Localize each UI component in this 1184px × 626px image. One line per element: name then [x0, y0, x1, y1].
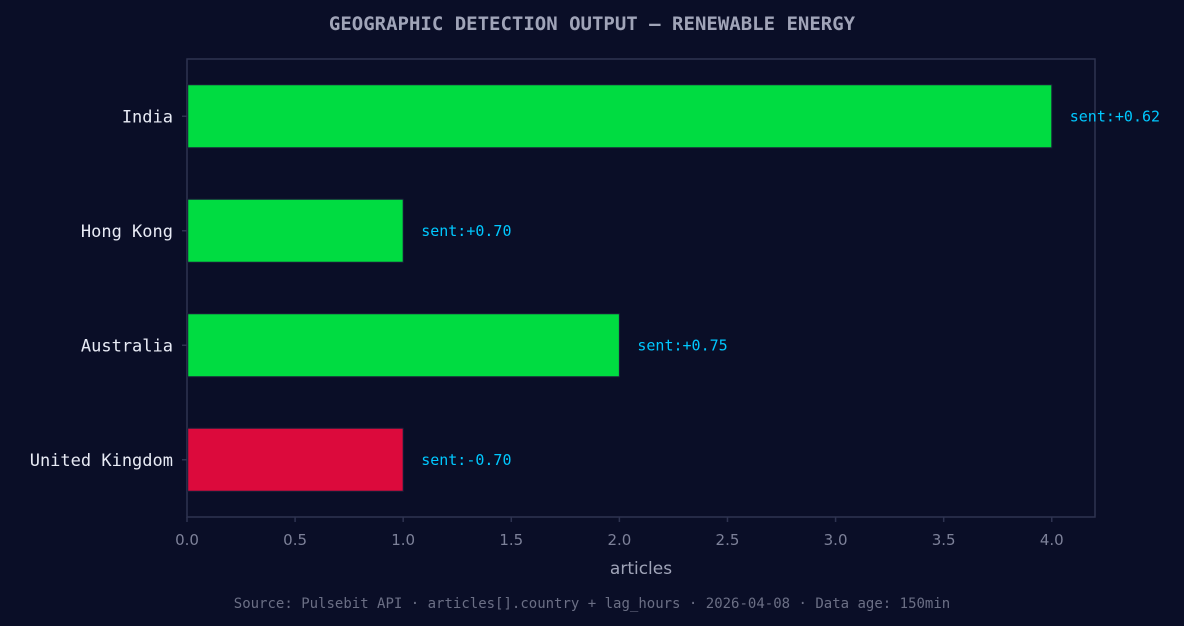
x-tick-label: 2.5	[716, 531, 740, 549]
x-axis-label: articles	[610, 559, 672, 579]
x-tick-label: 1.5	[499, 531, 523, 549]
annotations-group: sent:+0.62 sent:+0.70 sent:+0.75 sent:-0.70	[421, 107, 1160, 469]
x-tick-label: 0.5	[283, 531, 307, 549]
category-label-australia: Australia	[81, 336, 173, 356]
source-note: Source: Pulsebit API · articles[].countr…	[234, 596, 950, 612]
bar-hong-kong	[187, 198, 404, 263]
annotation-india: sent:+0.62	[1070, 107, 1160, 125]
annotation-hong-kong: sent:+0.70	[421, 222, 511, 240]
x-tick-label: 4.0	[1040, 531, 1064, 549]
annotation-united-kingdom: sent:-0.70	[421, 451, 511, 469]
x-tick-label: 0.0	[175, 531, 199, 549]
annotation-australia: sent:+0.75	[637, 336, 727, 354]
bar-india	[187, 84, 1053, 149]
x-tick-label: 3.5	[932, 531, 956, 549]
x-tick-label: 1.0	[391, 531, 415, 549]
x-axis-ticks: 0.0 0.5 1.0 1.5 2.0 2.5 3.0 3.5 4.0	[175, 517, 1064, 549]
plot-area	[186, 58, 1096, 518]
bar-australia	[187, 313, 620, 378]
category-labels: India Hong Kong Australia United Kingdom	[30, 107, 187, 471]
chart-title: GEOGRAPHIC DETECTION OUTPUT — RENEWABLE …	[329, 13, 856, 35]
x-tick-label: 2.0	[607, 531, 631, 549]
bars-group	[187, 84, 1053, 492]
bar-united-kingdom	[187, 427, 404, 492]
category-label-india: India	[122, 107, 173, 127]
category-label-united-kingdom: United Kingdom	[30, 451, 173, 471]
x-tick-label: 3.0	[824, 531, 848, 549]
category-label-hong-kong: Hong Kong	[81, 222, 173, 242]
